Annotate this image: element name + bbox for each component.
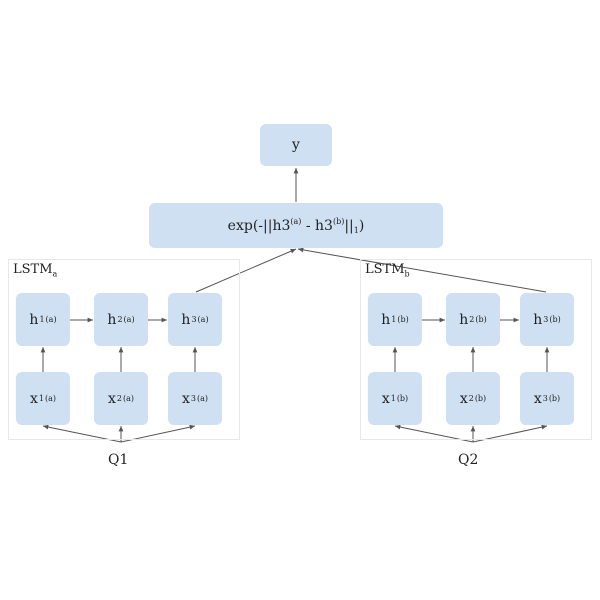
- node-h1a: h 1 (a): [16, 293, 70, 346]
- lstm-a-group: [8, 259, 240, 440]
- node-h3a: h 3 (a): [168, 293, 222, 346]
- output-node-y: y: [260, 124, 332, 166]
- node-h3b: h 3 (b): [520, 293, 574, 346]
- node-x1a: x 1 (a): [16, 372, 70, 425]
- node-x2a: x 2 (a): [94, 372, 148, 425]
- node-h2a: h 2 (a): [94, 293, 148, 346]
- question-q2-label: Q2: [458, 452, 479, 468]
- node-x3a: x 3 (a): [168, 372, 222, 425]
- node-x1b: x 1 (b): [368, 372, 422, 425]
- edge-h3b-to-similarity: [297, 247, 547, 293]
- edge-h3a-to-similarity: [195, 248, 297, 293]
- similarity-formula: exp(-||h3(a) - h3(b)||1): [227, 216, 365, 235]
- similarity-node: exp(-||h3(a) - h3(b)||1): [149, 203, 443, 248]
- node-x3b: x 3 (b): [520, 372, 574, 425]
- lstm-a-title: LSTMa: [13, 262, 58, 279]
- question-q1-label: Q1: [108, 452, 129, 468]
- node-x2b: x 2 (b): [446, 372, 500, 425]
- node-h1b: h 1 (b): [368, 293, 422, 346]
- node-h2b: h 2 (b): [446, 293, 500, 346]
- output-label: y: [292, 137, 300, 153]
- lstm-b-title: LSTMb: [365, 262, 410, 279]
- lstm-b-group: [360, 259, 592, 440]
